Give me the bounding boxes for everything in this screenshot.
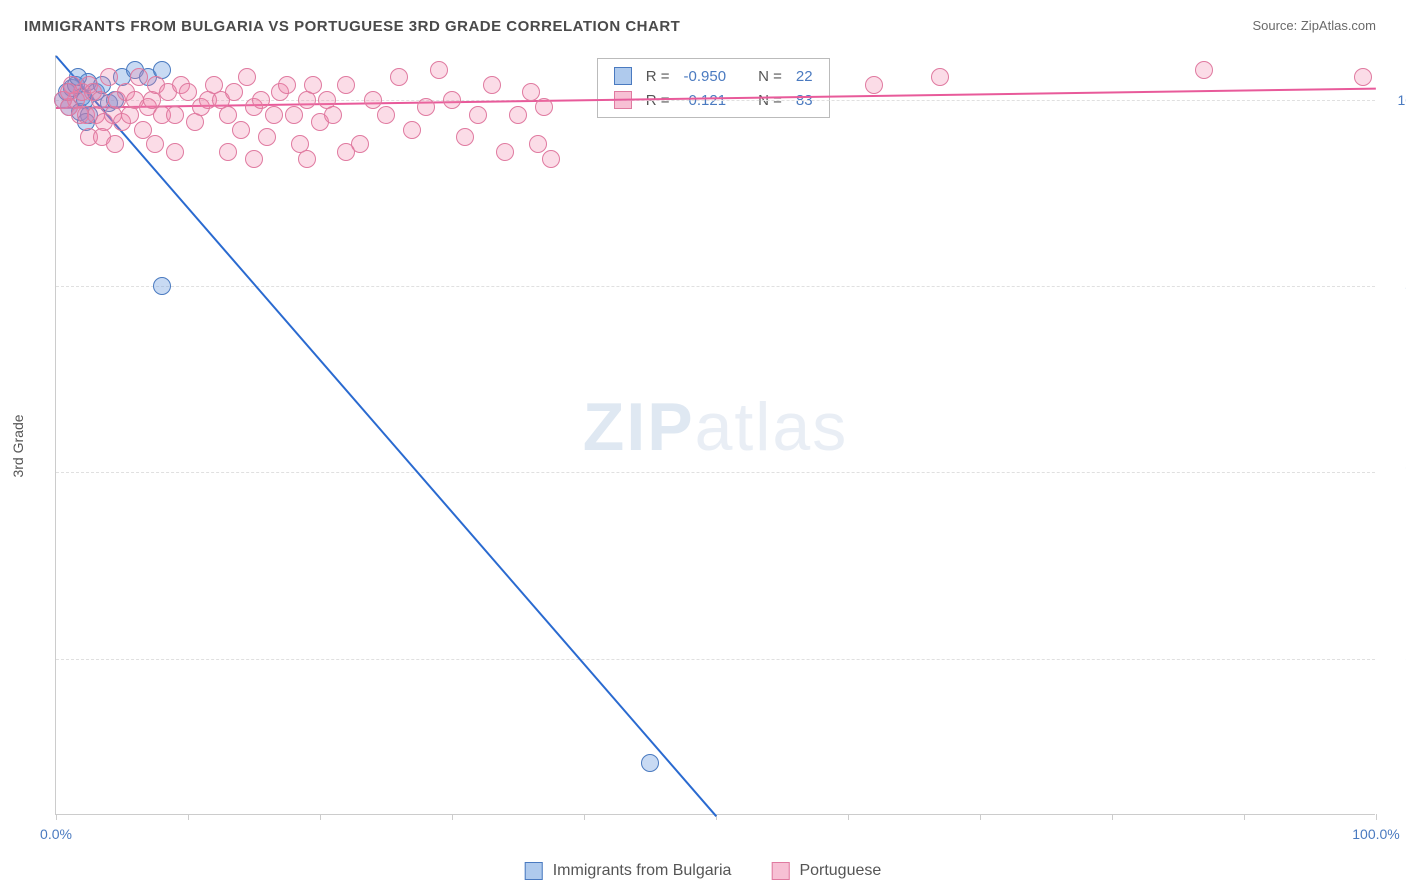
source-name: ZipAtlas.com [1301,18,1376,33]
x-tick-mark [320,814,321,820]
legend-label: Portuguese [799,862,881,880]
legend-stats-table: R =-0.950N =22R =0.121N =83 [606,63,821,113]
data-point-portuguese [219,106,237,124]
chart-plot-area: ZIPatlas R =-0.950N =22R =0.121N =83 62.… [55,55,1375,815]
data-point-portuguese [430,61,448,79]
data-point-portuguese [60,83,78,101]
data-point-portuguese [304,76,322,94]
legend-label: Immigrants from Bulgaria [553,862,732,880]
watermark-zip: ZIP [583,389,695,465]
x-tick-mark [584,814,585,820]
data-point-portuguese [265,106,283,124]
legend-swatch [525,862,543,880]
data-point-bulgaria [153,277,171,295]
data-point-portuguese [238,68,256,86]
data-point-portuguese [483,76,501,94]
data-point-portuguese [337,143,355,161]
r-label: R = [640,65,676,87]
gridline [56,472,1375,473]
regression-line-bulgaria [55,55,717,816]
y-tick-label: 75.0% [1385,464,1406,480]
bottom-legend: Immigrants from Bulgaria Portuguese [525,862,882,880]
data-point-portuguese [324,106,342,124]
data-point-portuguese [417,98,435,116]
data-point-portuguese [364,91,382,109]
data-point-portuguese [100,68,118,86]
data-point-portuguese [285,106,303,124]
data-point-portuguese [106,135,124,153]
data-point-portuguese [469,106,487,124]
y-tick-label: 62.5% [1385,651,1406,667]
data-point-portuguese [225,83,243,101]
data-point-portuguese [377,106,395,124]
source-credit: Source: ZipAtlas.com [1252,18,1376,33]
data-point-portuguese [258,128,276,146]
data-point-portuguese [179,83,197,101]
data-point-portuguese [337,76,355,94]
y-tick-label: 87.5% [1385,278,1406,294]
x-tick-mark [848,814,849,820]
legend-swatch [608,65,638,87]
x-tick-mark [56,814,57,820]
gridline [56,659,1375,660]
data-point-portuguese [1195,61,1213,79]
data-point-portuguese [166,106,184,124]
y-axis-label: 3rd Grade [10,414,26,477]
bottom-legend-item: Portuguese [771,862,881,880]
n-value: 22 [790,65,819,87]
watermark: ZIPatlas [583,388,848,466]
bottom-legend-item: Immigrants from Bulgaria [525,862,732,880]
x-tick-mark [1376,814,1377,820]
data-point-portuguese [91,91,109,109]
data-point-portuguese [529,135,547,153]
data-point-portuguese [146,135,164,153]
x-tick-label: 0.0% [40,826,72,842]
r-value: -0.950 [678,65,733,87]
data-point-bulgaria [641,754,659,772]
data-point-portuguese [522,83,540,101]
legend-swatch [771,862,789,880]
x-tick-mark [188,814,189,820]
data-point-portuguese [298,150,316,168]
source-prefix: Source: [1252,18,1300,33]
data-point-portuguese [219,143,237,161]
data-point-portuguese [1354,68,1372,86]
data-point-portuguese [931,68,949,86]
data-point-portuguese [245,150,263,168]
data-point-portuguese [403,121,421,139]
x-tick-mark [452,814,453,820]
data-point-portuguese [535,98,553,116]
y-tick-label: 100.0% [1385,92,1406,108]
data-point-portuguese [865,76,883,94]
x-tick-mark [1112,814,1113,820]
legend-stats-row: R =-0.950 N =22 [608,65,819,87]
data-point-portuguese [166,143,184,161]
x-tick-label: 100.0% [1352,826,1399,842]
data-point-portuguese [232,121,250,139]
x-tick-mark [1244,814,1245,820]
data-point-portuguese [443,91,461,109]
n-label: N = [752,65,788,87]
data-point-portuguese [509,106,527,124]
data-point-portuguese [390,68,408,86]
legend-stats-box: R =-0.950N =22R =0.121N =83 [597,58,830,118]
chart-title: IMMIGRANTS FROM BULGARIA VS PORTUGUESE 3… [24,18,680,35]
watermark-atlas: atlas [695,389,849,465]
data-point-portuguese [278,76,296,94]
data-point-portuguese [496,143,514,161]
data-point-portuguese [456,128,474,146]
data-point-portuguese [252,91,270,109]
x-tick-mark [980,814,981,820]
data-point-portuguese [542,150,560,168]
data-point-portuguese [130,68,148,86]
